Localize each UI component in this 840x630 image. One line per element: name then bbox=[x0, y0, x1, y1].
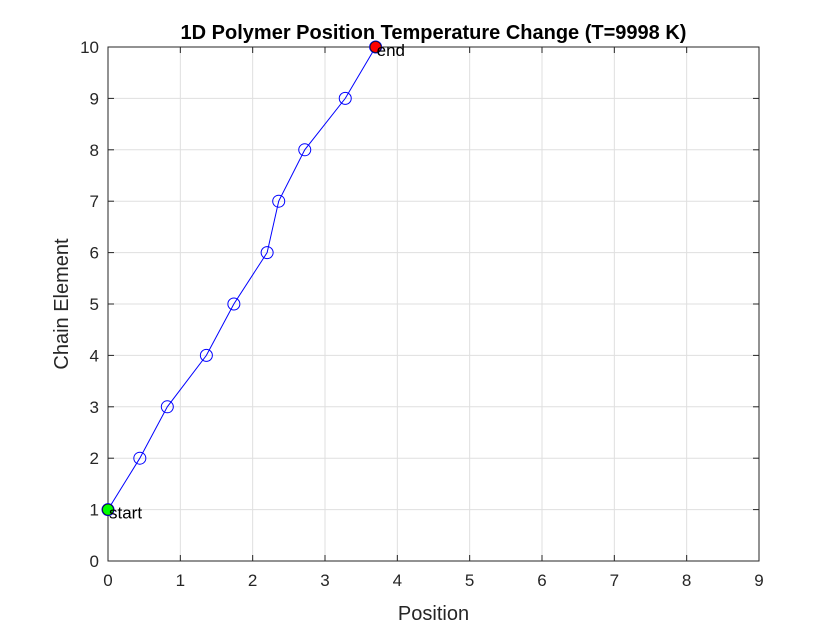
data-point bbox=[227, 297, 241, 311]
y-tick-label: 7 bbox=[90, 192, 99, 211]
data-point bbox=[199, 348, 213, 362]
x-axis-label: Position bbox=[398, 603, 469, 625]
y-tick-label: 3 bbox=[90, 398, 99, 417]
y-tick-label: 2 bbox=[90, 449, 99, 468]
data-point bbox=[160, 400, 174, 414]
y-tick-label: 4 bbox=[90, 346, 99, 365]
start-marker bbox=[102, 503, 114, 516]
data-point bbox=[101, 503, 115, 517]
data-point bbox=[272, 194, 286, 208]
x-tick-label: 0 bbox=[103, 571, 112, 590]
y-axis-label: Chain Element bbox=[51, 238, 73, 370]
x-tick-label: 2 bbox=[248, 571, 257, 590]
x-tick-label: 5 bbox=[465, 571, 474, 590]
y-tick-label: 1 bbox=[90, 501, 99, 520]
x-tick-label: 7 bbox=[610, 571, 619, 590]
data-point bbox=[369, 40, 383, 54]
x-tick-label: 6 bbox=[537, 571, 546, 590]
end-marker bbox=[369, 41, 382, 53]
end-label: end bbox=[377, 41, 405, 60]
data-point bbox=[298, 143, 312, 157]
y-tick-label: 0 bbox=[90, 552, 99, 571]
y-tick-label: 8 bbox=[90, 141, 99, 160]
series-line bbox=[107, 46, 377, 510]
y-tick-label: 5 bbox=[90, 295, 99, 314]
x-tick-label: 4 bbox=[393, 571, 402, 590]
data-point bbox=[260, 246, 274, 260]
chart-title: 1D Polymer Position Temperature Change (… bbox=[181, 22, 687, 44]
plot-area: 0 1 2 3 4 5 6 7 8 9 0 1 2 3 4 5 6 7 8 9 10 start end bbox=[80, 38, 764, 590]
y-tick-label: 6 bbox=[90, 244, 99, 263]
data-point bbox=[133, 451, 147, 465]
x-tick-label: 3 bbox=[320, 571, 329, 590]
data-point bbox=[338, 91, 352, 105]
x-tick-label: 1 bbox=[176, 571, 185, 590]
y-tick-label: 9 bbox=[90, 89, 99, 108]
x-tick-label: 9 bbox=[754, 571, 763, 590]
y-tick-label: 10 bbox=[80, 38, 99, 57]
x-tick-label: 8 bbox=[682, 571, 691, 590]
start-label: start bbox=[109, 504, 142, 523]
